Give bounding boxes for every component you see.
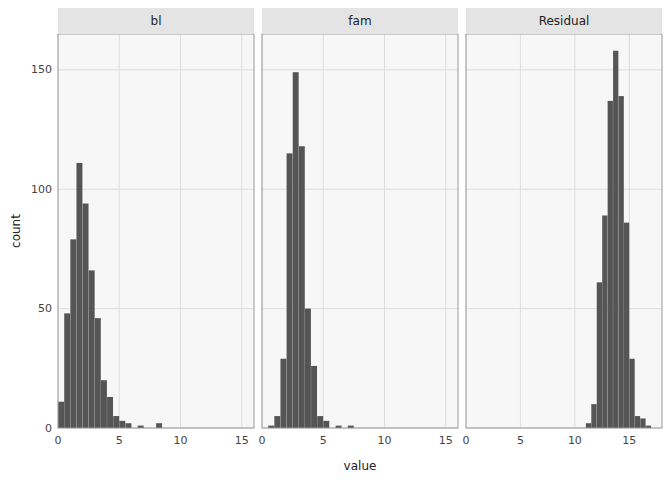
x-tick-label: 5 [517,434,524,447]
bar [635,416,640,428]
chart-container: bl051015050100150countfam051015valueResi… [0,0,672,480]
panel-title: bl [151,14,162,28]
bar [640,418,645,428]
bar [58,402,64,428]
bar [83,204,89,428]
bars [58,163,162,428]
bar [317,416,323,428]
bar [591,404,596,428]
bar [293,72,299,428]
bar [89,270,95,428]
grid-line-x [180,34,181,428]
grid-line-y [58,189,254,190]
grid-line-y [58,69,254,70]
bar [629,359,634,428]
chart-svg: bl051015050100150countfam051015valueResi… [0,0,672,480]
grid-line-x [119,34,120,428]
plot-frame [262,34,458,428]
page: {"chart_data": [ {"type": "histogram", "… [0,0,672,480]
y-tick-label: 100 [31,183,52,196]
grid-line-x [384,34,385,428]
grid [466,34,662,428]
plot-background [262,34,458,428]
plot-frame [466,34,662,428]
plot-background [466,34,662,428]
grid-line-x [445,34,446,428]
y-tick-label: 150 [31,63,52,76]
bar [70,239,76,428]
bar [602,215,607,428]
grid-line-y [466,189,662,190]
strip [58,8,254,34]
y-tick-label: 50 [38,302,52,315]
grid-line-x [574,34,575,428]
x-tick-label: 10 [568,434,582,447]
panel: Residual 0 5 10 15 [463,8,663,447]
bar [95,318,101,428]
x-tick-label: 5 [116,434,123,447]
grid-line-x [323,34,324,428]
bar [619,96,624,428]
panel: fam 0 5 10 15 [259,8,459,447]
bar [64,313,70,428]
x-tick-label: 5 [320,434,327,447]
grid [58,34,254,428]
x-tick-label: 10 [174,434,188,447]
grid [262,34,458,428]
bar [586,423,591,428]
x-tick-label: 15 [235,434,249,447]
strip [466,8,662,34]
x-tick-label: 0 [55,434,62,447]
plot-background [58,34,254,428]
bar [125,423,131,428]
panel-title: fam [348,14,371,28]
bar [597,282,602,428]
bar [608,101,613,428]
grid-line-y [262,69,458,70]
y-axis-label: count [9,214,23,248]
bar [311,366,317,428]
bar [305,309,311,428]
bar [101,380,107,428]
panel-title: Residual [539,14,590,28]
panel: bl051015050100150 [31,8,254,447]
bar [119,421,125,428]
x-axis-label: value [344,459,377,473]
bar [76,163,82,428]
bar [613,51,618,428]
bar [107,397,113,428]
strip [262,8,458,34]
bar [280,359,286,428]
x-tick-label: 0 [463,434,470,447]
x-tick-label: 15 [439,434,453,447]
bar [156,423,162,428]
plot-frame [58,34,254,428]
bar [287,153,293,428]
grid-line-x [520,34,521,428]
bar [323,421,329,428]
bar [113,416,119,428]
x-tick-label: 15 [622,434,636,447]
bar [274,416,280,428]
x-tick-label: 10 [378,434,392,447]
grid-line-x [241,34,242,428]
bar [624,223,629,428]
grid-line-y [466,308,662,309]
y-tick-label: 0 [45,422,52,435]
grid-line-y [466,69,662,70]
bar [299,146,305,428]
bars [586,51,651,428]
x-tick-label: 0 [259,434,266,447]
bars [268,72,354,428]
